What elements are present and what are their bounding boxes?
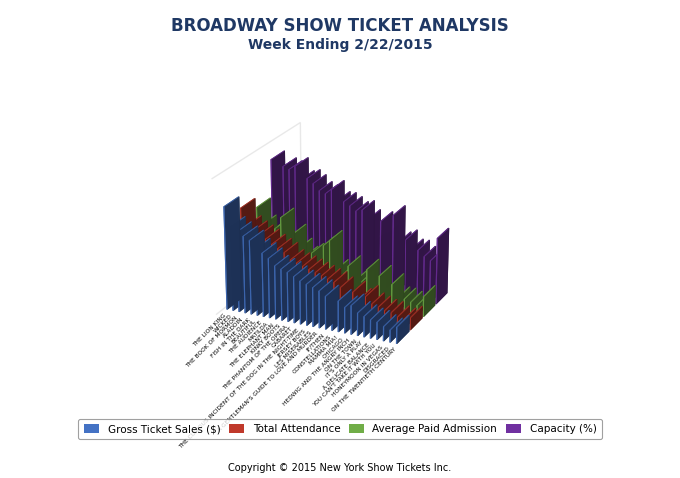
Text: DISGRACED: DISGRACED <box>362 346 390 374</box>
Text: THE AUDIENCE: THE AUDIENCE <box>228 320 263 355</box>
Text: CABARET: CABARET <box>271 326 294 349</box>
Text: Week Ending 2/22/2015: Week Ending 2/22/2015 <box>248 38 432 52</box>
Text: A DELICATE BALANCE: A DELICATE BALANCE <box>322 342 371 390</box>
Text: WICKED: WICKED <box>213 314 233 334</box>
Text: IT'S ONLY A PLAY: IT'S ONLY A PLAY <box>326 340 364 379</box>
Text: BROADWAY SHOW TICKET ANALYSIS: BROADWAY SHOW TICKET ANALYSIS <box>171 17 509 35</box>
Text: CHICAGO: CHICAGO <box>322 337 345 359</box>
Text: ON THE TOWN: ON THE TOWN <box>324 339 358 373</box>
Legend: Gross Ticket Sales ($), Total Attendance, Average Paid Admission, Capacity (%): Gross Ticket Sales ($), Total Attendance… <box>78 419 602 439</box>
Text: THE ELEPHANT MAN: THE ELEPHANT MAN <box>230 322 275 369</box>
Text: MAMMA MIA!: MAMMA MIA! <box>307 335 339 366</box>
Text: FISH IN THE DARK: FISH IN THE DARK <box>209 317 251 358</box>
Text: HEDWIG AND THE ANGRY INCH: HEDWIG AND THE ANGRY INCH <box>282 338 352 407</box>
Text: JERSEY BOYS: JERSEY BOYS <box>277 329 307 359</box>
Text: ALADDIN: ALADDIN <box>222 316 245 338</box>
Text: CONSTELLATIONS: CONSTELLATIONS <box>292 334 332 375</box>
Text: THE PHANTOM OF THE OPERA: THE PHANTOM OF THE OPERA <box>222 325 288 391</box>
Text: MATILDA: MATILDA <box>248 321 269 343</box>
Text: HONEYMOON IN VEGAS: HONEYMOON IN VEGAS <box>330 344 384 397</box>
Text: Copyright © 2015 New York Show Tickets Inc.: Copyright © 2015 New York Show Tickets I… <box>228 463 452 473</box>
Text: LES MISERABLES: LES MISERABLES <box>275 330 313 369</box>
Text: YOU CAN'T TAKE IT WITH YOU: YOU CAN'T TAKE IT WITH YOU <box>312 343 377 408</box>
Text: ON THE TWENTIETH CENTURY: ON THE TWENTIETH CENTURY <box>331 347 397 413</box>
Text: IF/THEN: IF/THEN <box>305 333 326 353</box>
Text: A GENTLEMAN'S GUIDE TO LOVE AND MURDER: A GENTLEMAN'S GUIDE TO LOVE AND MURDER <box>218 331 320 433</box>
Text: KINKY BOOTS: KINKY BOOTS <box>250 324 282 355</box>
Text: THE BOOK OF MORMON: THE BOOK OF MORMON <box>186 315 239 368</box>
Text: BEAUTIFUL: BEAUTIFUL <box>231 319 257 345</box>
Text: THE CURIOUS INCIDENT OF THE DOG IN THE NIGHT-TIME: THE CURIOUS INCIDENT OF THE DOG IN THE N… <box>178 327 301 449</box>
Text: THE LION KING: THE LION KING <box>192 313 227 348</box>
